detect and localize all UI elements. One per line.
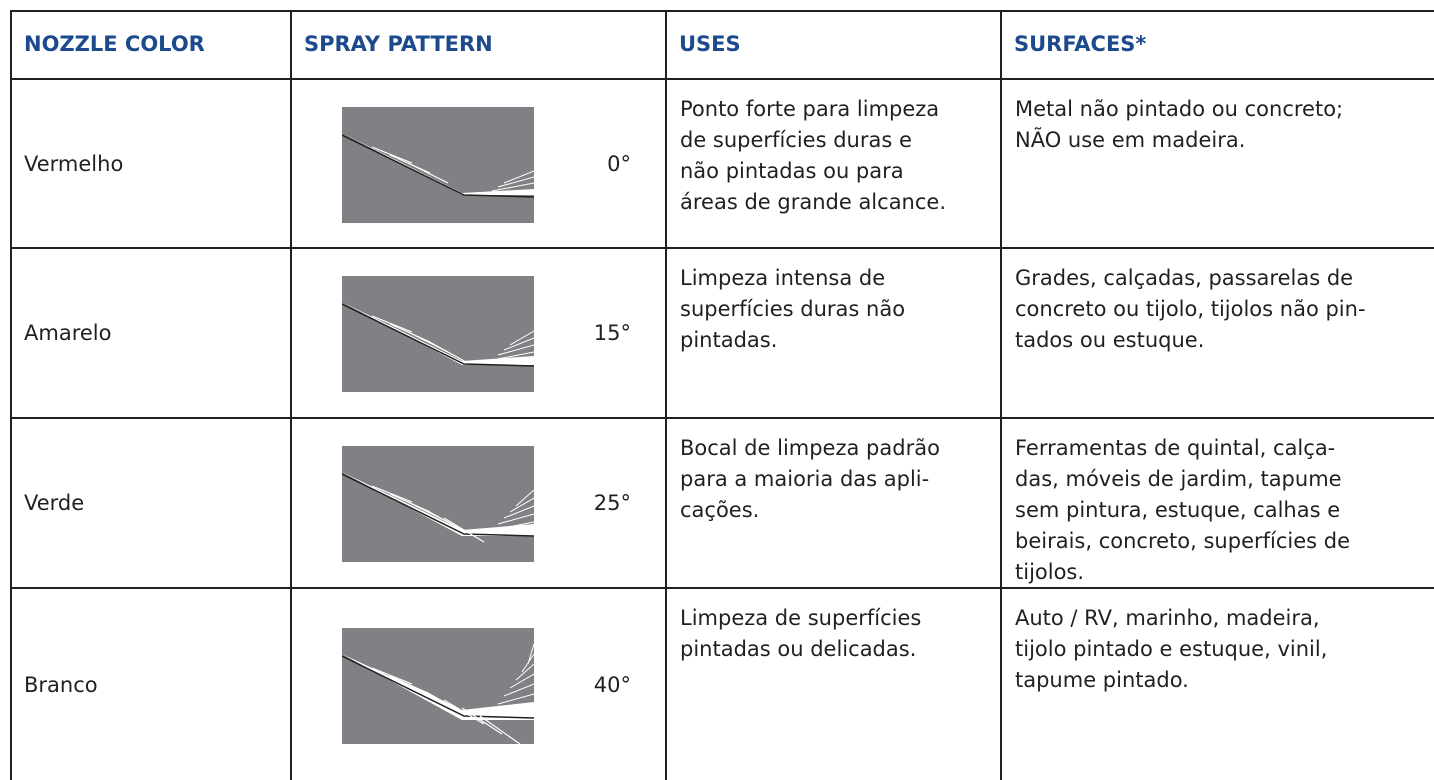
cell pattern-cell: 15°	[290, 247, 665, 417]
cell color-cell: Amarelo	[10, 247, 290, 417]
surfaces-line: tados ou estuque.	[1015, 328, 1205, 352]
surfaces-line: tijolo pintado e estuque, vinil,	[1015, 637, 1328, 661]
surfaces-line: Grades, calçadas, passarelas de	[1015, 266, 1354, 290]
spray-angle: 40°	[593, 672, 631, 697]
spray-angle: 15°	[593, 321, 631, 345]
nozzle-color: Amarelo	[24, 321, 112, 345]
cell color-cell: Branco	[10, 587, 290, 780]
surfaces-line: concreto ou tijolo, tijolos não pin-	[1015, 297, 1366, 321]
nozzle-color: Verde	[24, 491, 85, 515]
surfaces-line: Metal não pintado ou concreto;	[1015, 97, 1344, 121]
cell surfaces-cell: Grades, calçadas, passarelas de concreto …	[1000, 247, 1434, 417]
surfaces-line: tijolos.	[1015, 560, 1085, 584]
cell pattern-cell: 0°	[290, 78, 665, 247]
uses-line: Limpeza intensa de	[680, 266, 886, 290]
surfaces-line: NÃO use em madeira.	[1015, 128, 1246, 152]
spray-pattern-image	[342, 276, 534, 392]
cell pattern-cell: 40°	[290, 587, 665, 780]
cell uses-cell: Limpeza de superfícies pintadas ou delica…	[665, 587, 1000, 780]
cell header-cell: NOZZLE COLOR	[10, 10, 290, 78]
cell pattern-cell: 25°	[290, 417, 665, 587]
uses-line: áreas de grande alcance.	[680, 190, 947, 214]
cell surfaces-cell: Ferramentas de quintal, calça-das, móvei…	[1000, 417, 1434, 587]
uses-line: Limpeza de superfícies	[680, 606, 922, 630]
uses-line: Ponto forte para limpeza	[680, 97, 940, 121]
spray-pattern-image	[342, 627, 534, 744]
spray-angle: 0°	[607, 151, 631, 176]
nozzle-color: Branco	[24, 672, 98, 697]
uses-line: de superfícies duras e	[680, 128, 912, 152]
uses-line: cações.	[680, 498, 760, 522]
uses-line: superfícies duras não	[680, 297, 906, 321]
surfaces-line: Ferramentas de quintal, calça-	[1015, 436, 1336, 460]
cell surfaces-cell: Metal não pintado ou concreto; NÃO use em…	[1000, 78, 1434, 247]
uses-line: não pintadas ou para	[680, 159, 904, 183]
spray-angle: 25°	[593, 491, 631, 515]
surfaces-line: tapume pintado.	[1015, 668, 1189, 692]
uses-line: pintadas ou delicadas.	[680, 637, 917, 661]
surfaces-line: sem pintura, estuque, calhas e	[1015, 498, 1341, 522]
uses-line: Bocal de limpeza padrão	[680, 436, 940, 460]
surfaces-line: das, móveis de jardim, tapume	[1015, 467, 1342, 491]
cell uses-cell: Ponto forte para limpeza de superfícies d…	[665, 78, 1000, 247]
spray-pattern-image	[342, 106, 534, 223]
cell header-cell: SURFACES*	[1000, 10, 1434, 78]
cell color-cell: Verde	[10, 417, 290, 587]
cell uses-cell: Limpeza intensa de superfícies duras não p…	[665, 247, 1000, 417]
surfaces-line: beirais, concreto, superfícies de	[1015, 529, 1351, 553]
nozzle-color: Vermelho	[24, 151, 124, 176]
cell uses-cell: Bocal de limpeza padrão para a maioria da…	[665, 417, 1000, 587]
cell color-cell: Vermelho	[10, 78, 290, 247]
uses-line: para a maioria das apli-	[680, 467, 930, 491]
uses-line: pintadas.	[680, 328, 778, 352]
surfaces-line: Auto / RV, marinho, madeira,	[1015, 606, 1320, 630]
spray-pattern-image	[342, 446, 534, 562]
cell surfaces-cell: Auto / RV, marinho, madeira, tijolo pinta…	[1000, 587, 1434, 780]
cell header-cell: USES	[665, 10, 1000, 78]
cell header-cell: SPRAY PATTERN	[290, 10, 665, 78]
